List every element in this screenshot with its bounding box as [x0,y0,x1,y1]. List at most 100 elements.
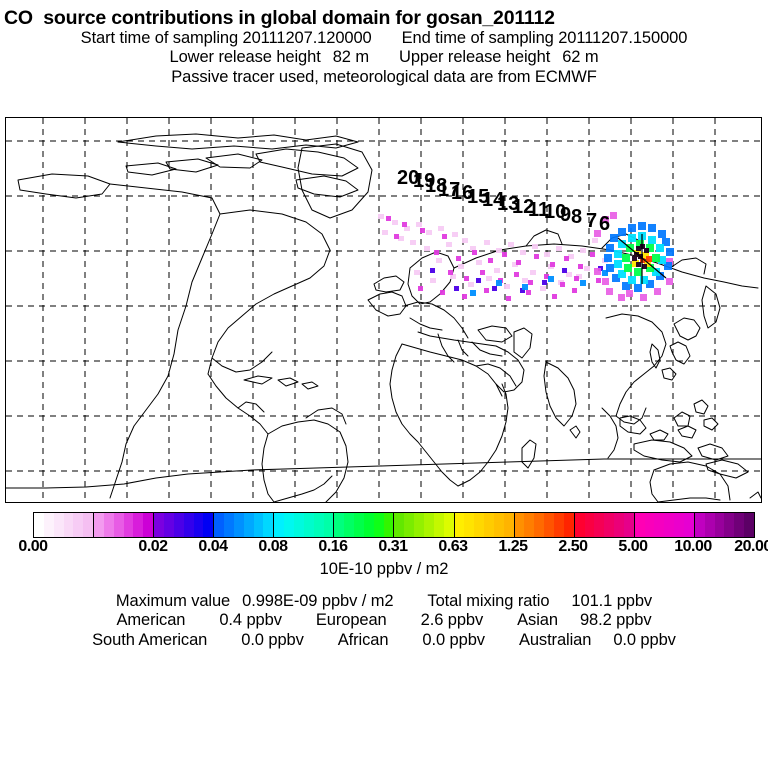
colorbar-band-9-1 [584,513,595,537]
end-time-value: 20111207.150000 [558,29,688,48]
colorbar-band-10-2 [654,513,665,537]
colorbar-band-0-4 [73,513,84,537]
colorbar-band-1-3 [123,513,134,537]
colorbar-segment-3[interactable] [214,513,275,537]
colorbar-band-8-4 [554,513,564,537]
region-row-2: South American 0.0 ppbv African 0.0 ppbv Aus… [0,631,768,650]
region-american-label: American [116,611,186,630]
colorbar-segment-6[interactable] [394,513,455,537]
region-european-label: European [315,611,387,630]
colorbar-tick-10: 10.00 [674,538,712,555]
colorbar-tick-11: 20.00 [734,538,768,555]
colorbar-band-5-3 [363,513,374,537]
lower-height-label: Lower release height [169,48,321,67]
colorbar-segment-5[interactable] [334,513,395,537]
colorbar-unit-label: 10E-10 ppbv / m2 [319,560,449,578]
tracer-note: Passive tracer used, meteorological data… [171,67,597,86]
colorbar-band-10-3 [664,513,675,537]
colorbar-tick-4: 0.16 [318,538,348,555]
colorbar-band-2-4 [193,513,204,537]
max-and-total-line: Maximum value 0.998E-09 ppbv / m2 Total mi… [0,592,768,611]
colorbar-segment-4[interactable] [274,513,335,537]
colorbar[interactable] [33,512,755,538]
trajectory-label-6: 6 [599,213,610,235]
colorbar-band-8-2 [534,513,545,537]
colorbar-tick-7: 1.25 [498,538,528,555]
colorbar-tick-9: 5.00 [618,538,648,555]
colorbar-band-1-2 [113,513,124,537]
colorbar-band-9-3 [604,513,615,537]
colorbar-band-11-2 [714,513,725,537]
colorbar-band-5-1 [344,513,355,537]
colorbar-tick-1: 0.02 [138,538,168,555]
trajectory-label-15: 15 [467,186,489,208]
upper-height-value: 62 m [562,48,599,67]
colorbar-band-4-5 [323,513,334,537]
colorbar-band-1-5 [143,513,154,537]
colorbar-band-5-4 [373,513,384,537]
colorbar-band-5-5 [383,513,394,537]
colorbar-segment-2[interactable] [154,513,215,537]
colorbar-tick-2: 0.04 [198,538,228,555]
colorbar-band-11-0 [694,513,705,537]
release-height-line: Lower release height 82 m Upper release he… [0,49,768,68]
colorbar-segment-9[interactable] [574,513,635,537]
trajectory-label-7: 7 [586,210,597,232]
colorbar-band-11-4 [734,513,745,537]
colorbar-band-8-5 [563,513,574,537]
colorbar-band-1-4 [133,513,144,537]
trajectory-label-20: 20 [397,167,419,189]
colorbar-band-10-5 [684,513,694,537]
region-row-1: American 0.4 ppbv European 2.6 ppbv Asian 98.… [0,611,768,630]
max-value-value: 0.998E-09 ppbv / m2 [242,592,394,610]
total-ratio-label: Total mixing ratio [427,592,550,610]
colorbar-segment-8[interactable] [514,513,575,537]
colorbar-segment-10[interactable] [634,513,695,537]
colorbar-band-9-0 [574,513,585,537]
colorbar-band-3-0 [214,513,225,537]
colorbar-band-1-0 [94,513,104,537]
trajectory-label-17: 17 [438,179,460,201]
colorbar-band-6-5 [443,513,454,537]
colorbar-band-2-3 [183,513,194,537]
colorbar-band-3-3 [243,513,254,537]
global-map-panel[interactable]: 20 19 18 17 16 15 14 13 12 11 10 9 8 7 6 [5,117,762,503]
start-time-label: Start time of sampling [80,29,239,48]
region-african-label: African [337,630,389,649]
colorbar-band-4-4 [313,513,324,537]
colorbar-band-10-4 [674,513,684,537]
region-european-value: 2.6 ppbv [420,611,484,630]
region-asian-label: Asian [517,611,558,630]
map-coastlines [6,133,761,502]
trajectory-label-12: 12 [512,196,534,218]
colorbar-band-8-1 [524,513,535,537]
colorbar-band-6-3 [424,513,434,537]
colorbar-band-0-1 [43,513,54,537]
region-australian-value: 0.0 ppbv [613,630,676,649]
colorbar-tick-0: 0.00 [18,538,48,555]
colorbar-band-0-5 [83,513,94,537]
colorbar-tick-5: 0.31 [378,538,408,555]
colorbar-band-5-0 [334,513,345,537]
region-asian-value: 98.2 ppbv [579,611,652,630]
colorbar-segment-1[interactable] [94,513,155,537]
colorbar-band-0-2 [53,513,64,537]
colorbar-segment-11[interactable] [694,513,754,537]
colorbar-band-3-5 [263,513,274,537]
trajectory-label-9: 9 [560,204,571,226]
colorbar-segment-7[interactable] [454,513,515,537]
region-australian-label: Australian [518,630,592,649]
trajectory-label-11: 11 [528,199,549,221]
colorbar-band-8-0 [514,513,525,537]
colorbar-band-7-5 [503,513,514,537]
colorbar-band-6-1 [404,513,415,537]
colorbar-segment-0[interactable] [34,513,95,537]
statistics-block: Maximum value 0.998E-09 ppbv / m2 Total mi… [0,592,768,650]
colorbar-band-3-1 [224,513,234,537]
lower-height-value: 82 m [332,48,369,67]
colorbar-band-10-1 [644,513,655,537]
colorbar-band-4-1 [284,513,294,537]
trajectory-label-13: 13 [497,193,519,215]
